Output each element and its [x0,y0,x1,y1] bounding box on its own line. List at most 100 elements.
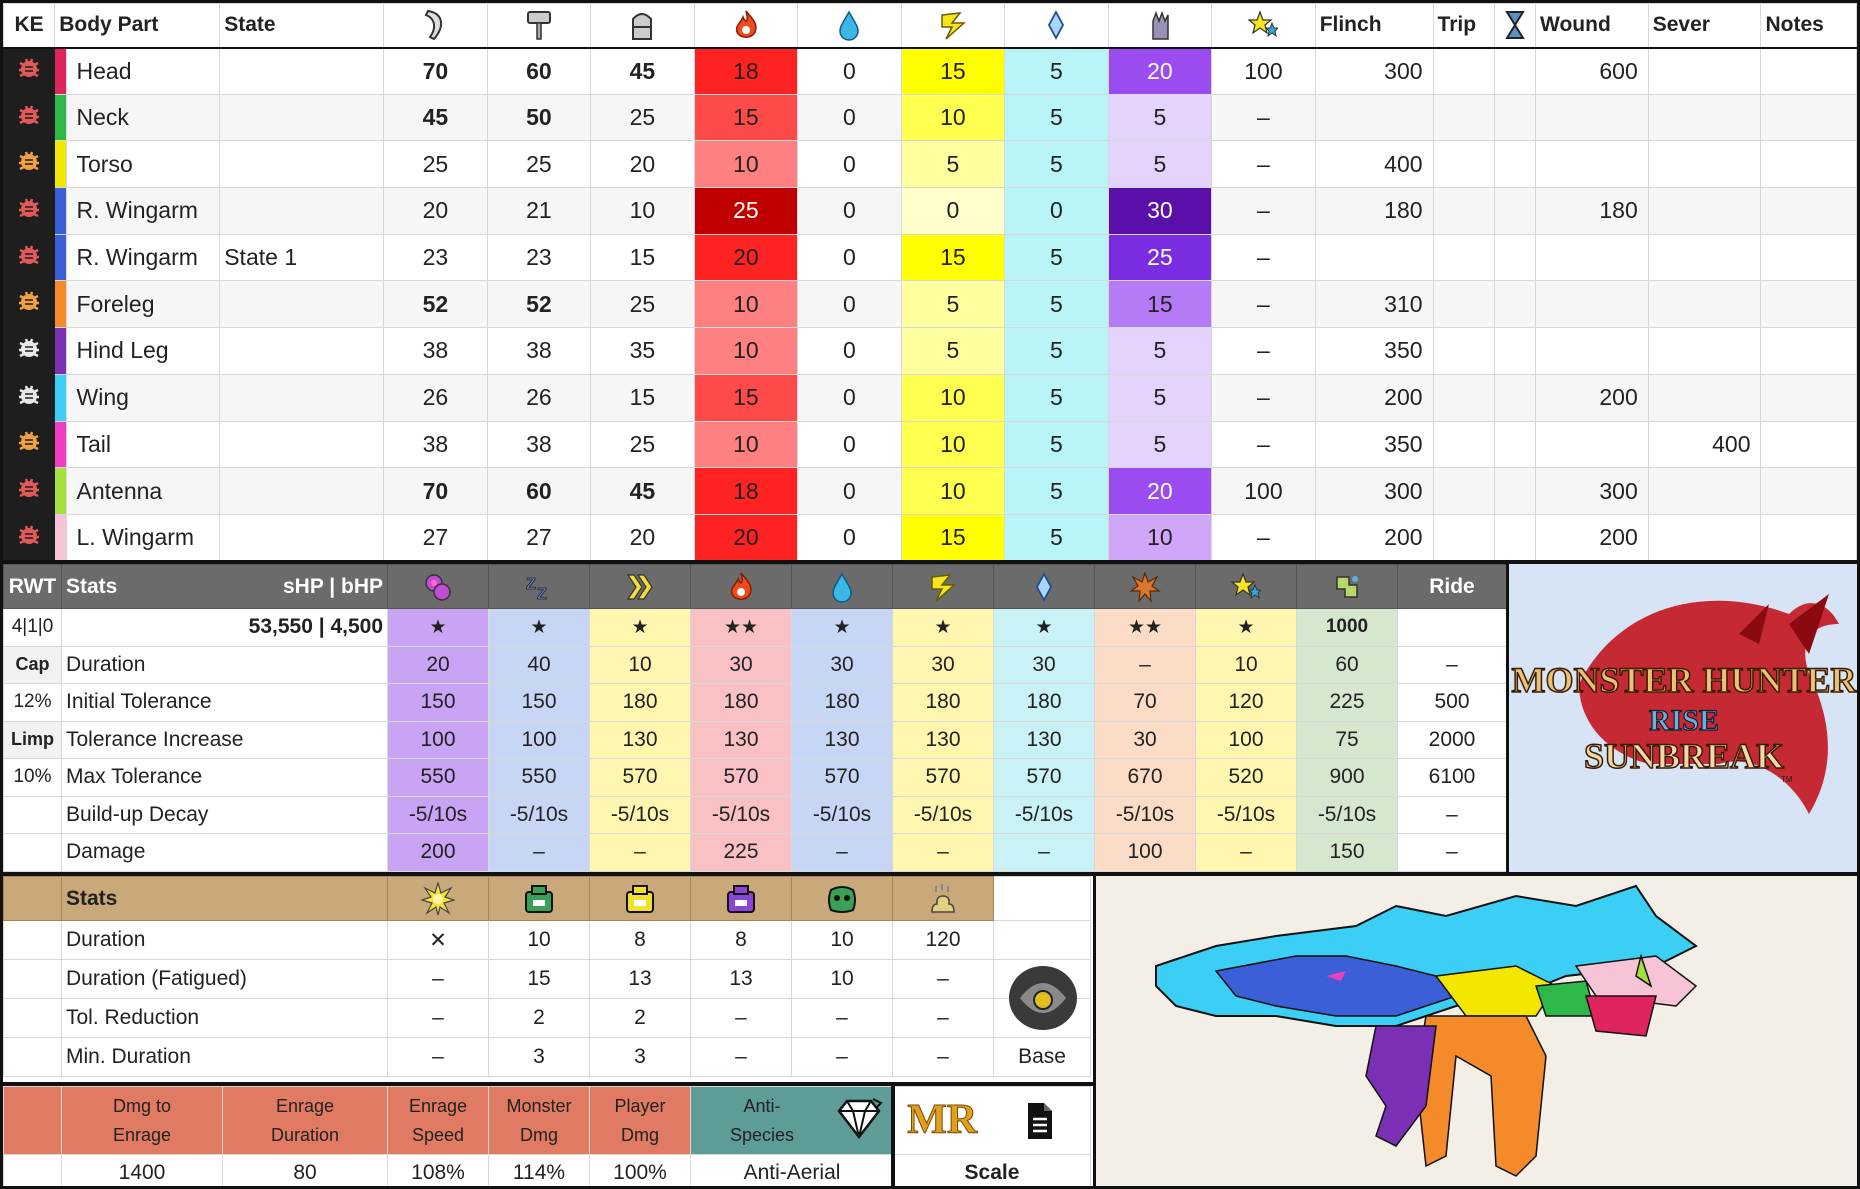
wound-value [1535,233,1649,282]
blunt-value: 23 [486,233,592,282]
ice-value: 5 [1004,280,1109,329]
trip-value [1432,140,1496,189]
dragon-value: 5 [1107,93,1213,142]
shot-value: 20 [590,140,695,189]
ailment-value: 180 [589,683,691,722]
ailment-value: -5/10s [488,795,590,834]
monster-thumbnail [1000,958,1086,1038]
poison-icon [387,564,489,609]
ailment-value: – [1397,833,1507,872]
player-dmg-header: Player Dmg [589,1085,691,1156]
bug-icon [2,373,56,422]
ailment-row: 10% Max Tolerance 550 550 570 570 570 570 570 670… [3,758,1507,797]
status-value: 8 [589,920,691,960]
notes-value [1760,280,1857,329]
fireblight-icon [690,564,792,609]
ailment-row: Limp Tolerance Increase 100 100 130 130 130 130… [3,720,1507,759]
ailment-value: 20 [387,645,489,684]
hourglass-value [1494,140,1537,189]
status-value: – [791,998,893,1038]
svg-text:Z: Z [537,586,547,603]
ailment-row: Build-up Decay -5/10s -5/10s -5/10s -5/10s -5… [3,795,1507,834]
dragon-value: 20 [1107,47,1213,95]
ailment-value: 900 [1296,758,1398,797]
side-label [3,833,62,872]
status-row-blank [3,998,62,1038]
status-header-row: Stats [3,876,1091,921]
logo-line2: RISE [1649,704,1719,737]
hourglass-value [1494,420,1537,469]
sever-value: 70 [383,47,488,95]
blunt-value: 27 [486,513,592,562]
sever-part-value [1647,280,1762,329]
ailment-value: – [1195,833,1297,872]
stun-icon [1211,3,1316,49]
shot-value: 45 [590,467,695,515]
fire-value: 10 [693,420,799,469]
ailment-value: -5/10s [589,795,691,834]
document-icon[interactable] [990,1085,1091,1156]
weakness-row: R. Wingarm State 1 23 23 15 20 0 15 5 25– [2,233,1857,282]
paralysis-icon [589,564,691,609]
weakness-row: Tail 38 38 25 10 0 10 5 5–350 400 [2,420,1857,469]
ailment-value: 10 [589,645,691,684]
ailment-row: Cap Duration 20 40 10 30 30 30 30–10 60– [3,645,1507,684]
ailment-value: -5/10s [791,795,893,834]
blunt-icon [486,3,592,49]
status-table: Stats Duration ✕ 10 8 8 10 120 Duration (Fatigu… [3,876,1091,1077]
sever-value: 52 [383,280,488,329]
ailment-value: 30 [791,645,893,684]
wound-value [1535,420,1649,469]
ailment-value: 570 [791,758,893,797]
water-icon [797,3,902,49]
status-value: 10 [791,920,893,960]
ailment-value: 2000 [1397,720,1507,759]
hitzone-map [1093,876,1857,1186]
sever-part-value [1647,47,1762,95]
flinch-value: 200 [1314,513,1434,562]
status-row: Tol. Reduction –2 2– – – [3,998,1091,1038]
water-value: 0 [797,373,902,422]
wound-value [1535,280,1649,329]
body-part-name: Foreleg [65,280,221,329]
shot-value: 15 [590,373,695,422]
flinch-value [1314,233,1434,282]
ailment-value: 130 [993,720,1095,759]
star-rating: ★ [387,608,489,647]
gem-icon [837,1098,883,1140]
logo-tm: TM [1781,775,1793,784]
body-part-name: R. Wingarm [65,187,221,235]
ailment-stat-label: Damage [61,833,388,872]
part-state [219,140,385,189]
thunder-value: 15 [900,513,1006,562]
bug-icon [2,93,56,142]
sever-part-value [1647,373,1762,422]
enrage-duration-header: Enrage Duration [222,1085,388,1156]
ailment-value: 75 [1296,720,1398,759]
stun-value: – [1211,420,1316,469]
ailment-value: 30 [690,645,792,684]
part-color-bar [54,327,67,375]
hourglass-value [1494,467,1537,515]
shot-value: 45 [590,47,695,95]
stun-value: – [1211,93,1316,142]
flinch-value: 300 [1314,47,1434,95]
ailment-value: 520 [1195,758,1297,797]
ailment-value: 500 [1397,683,1507,722]
trip-value [1432,47,1496,95]
side-label: 10% [3,758,62,797]
sever-part-value [1647,327,1762,375]
stats-header-label: Stats [66,574,118,598]
ailment-value: 6100 [1397,758,1507,797]
bug-icon [2,420,56,469]
ailment-value: 180 [892,683,994,722]
status-row: Duration (Fatigued) –15 13 13 10– [3,959,1091,999]
ailment-value: -5/10s [892,795,994,834]
weakness-table: KE Body Part State Flinch Trip Wound Sev… [2,3,1857,562]
weakness-row: R. Wingarm 20 21 10 25 0 0 0 30–180 180 [2,187,1857,235]
dragon-value: 30 [1107,187,1213,235]
wound-value: 300 [1535,467,1649,515]
sever-value: 38 [383,327,488,375]
body-part-name: Antenna [65,467,221,515]
part-color-bar [54,420,67,469]
